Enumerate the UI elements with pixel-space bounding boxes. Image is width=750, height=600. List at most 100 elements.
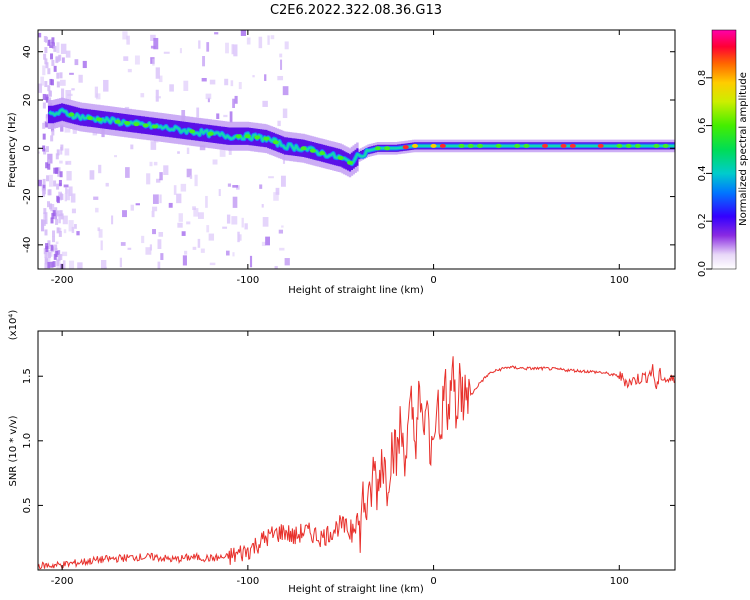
noise-mark (64, 193, 67, 202)
noise-mark (199, 145, 206, 151)
noise-mark (46, 175, 50, 182)
noise-mark (163, 165, 169, 175)
noise-mark (65, 160, 72, 165)
snr-axes: -200 -100 0 100 0.5 1.0 1.5 (22, 331, 675, 587)
noise-mark (54, 207, 58, 214)
noise-mark (223, 114, 228, 118)
noise-mark (273, 192, 279, 201)
noise-mark (192, 246, 197, 250)
noise-mark (62, 215, 68, 225)
noise-mark (61, 88, 65, 100)
noise-mark (261, 204, 264, 208)
noise-mark (158, 75, 163, 83)
noise-mark (160, 253, 164, 261)
ridge-hotspot (87, 116, 93, 121)
noise-mark (186, 221, 191, 225)
noise-mark (156, 178, 161, 183)
noise-mark (157, 261, 161, 269)
ridge-hotspot (458, 143, 465, 148)
noise-mark (232, 196, 238, 208)
noise-mark (55, 167, 59, 174)
noise-mark (274, 265, 278, 269)
y-tick-label: 20 (22, 94, 33, 107)
noise-mark (45, 258, 49, 265)
noise-mark (130, 204, 134, 211)
noise-mark (261, 241, 266, 247)
noise-mark (47, 85, 51, 92)
noise-mark (40, 76, 45, 86)
ridge-hotspot (616, 143, 623, 148)
x-tick-label: -100 (237, 576, 260, 587)
noise-mark (229, 111, 233, 124)
noise-mark (42, 93, 46, 100)
noise-mark (68, 220, 74, 232)
ridge-halo (47, 97, 675, 178)
ridge-hotspot (542, 143, 548, 148)
noise-mark (66, 189, 70, 201)
noise-mark (281, 225, 284, 228)
noise-mark (278, 229, 284, 234)
noise-mark (55, 241, 59, 245)
noise-mark (126, 35, 130, 45)
noise-mark (54, 247, 58, 254)
ridge-hotspot (272, 140, 279, 145)
noise-mark (238, 82, 242, 90)
noise-mark (207, 97, 210, 103)
noise-mark (111, 215, 114, 225)
noise-mark (51, 129, 55, 136)
noise-mark (44, 212, 48, 219)
noise-mark (71, 226, 75, 234)
noise-mark (279, 53, 283, 58)
noise-mark (277, 120, 281, 127)
noise-mark (59, 72, 63, 79)
noise-mark (74, 224, 77, 229)
noise-mark (44, 58, 48, 65)
noise-mark (280, 175, 286, 187)
x-tick-label: -100 (237, 275, 260, 286)
noise-mark (50, 203, 55, 212)
noise-mark (206, 225, 210, 233)
snr-multiplier-label: (x10⁴) (8, 310, 19, 341)
noise-mark (119, 257, 123, 268)
ridge-hotspot (114, 119, 121, 124)
noise-mark (56, 183, 60, 190)
spectrogram-marks (38, 30, 675, 269)
noise-mark (47, 252, 51, 259)
noise-mark (82, 60, 87, 69)
ridge-hotspot (560, 143, 567, 148)
noise-mark (50, 217, 54, 224)
colorbar-label: Normalized spectral amplitude (738, 72, 749, 226)
noise-mark (173, 185, 177, 195)
noise-mark (56, 42, 60, 54)
noise-mark (200, 248, 205, 253)
noise-mark (42, 122, 46, 129)
noise-mark (134, 55, 140, 65)
noise-mark (186, 147, 190, 155)
noise-mark (258, 36, 263, 49)
noise-mark (205, 93, 212, 100)
noise-mark (282, 86, 289, 96)
noise-mark (59, 79, 66, 86)
noise-mark (47, 201, 51, 208)
noise-mark (202, 56, 206, 67)
snr-ylabel: SNR (10 * v/v) (8, 415, 19, 486)
noise-mark (150, 34, 156, 41)
noise-mark (42, 145, 46, 152)
noise-mark (45, 94, 49, 101)
noise-mark (54, 244, 58, 251)
noise-mark (57, 250, 61, 256)
noise-mark (159, 194, 162, 204)
noise-mark (226, 250, 230, 256)
noise-mark (50, 261, 54, 268)
noise-mark (241, 217, 244, 228)
noise-mark (135, 203, 140, 206)
noise-mark (193, 208, 199, 217)
ridge-hotspot (189, 129, 196, 134)
noise-mark (60, 144, 64, 151)
noise-mark (55, 218, 59, 225)
noise-mark (228, 147, 232, 155)
noise-mark (76, 231, 80, 236)
noise-mark (62, 260, 66, 269)
